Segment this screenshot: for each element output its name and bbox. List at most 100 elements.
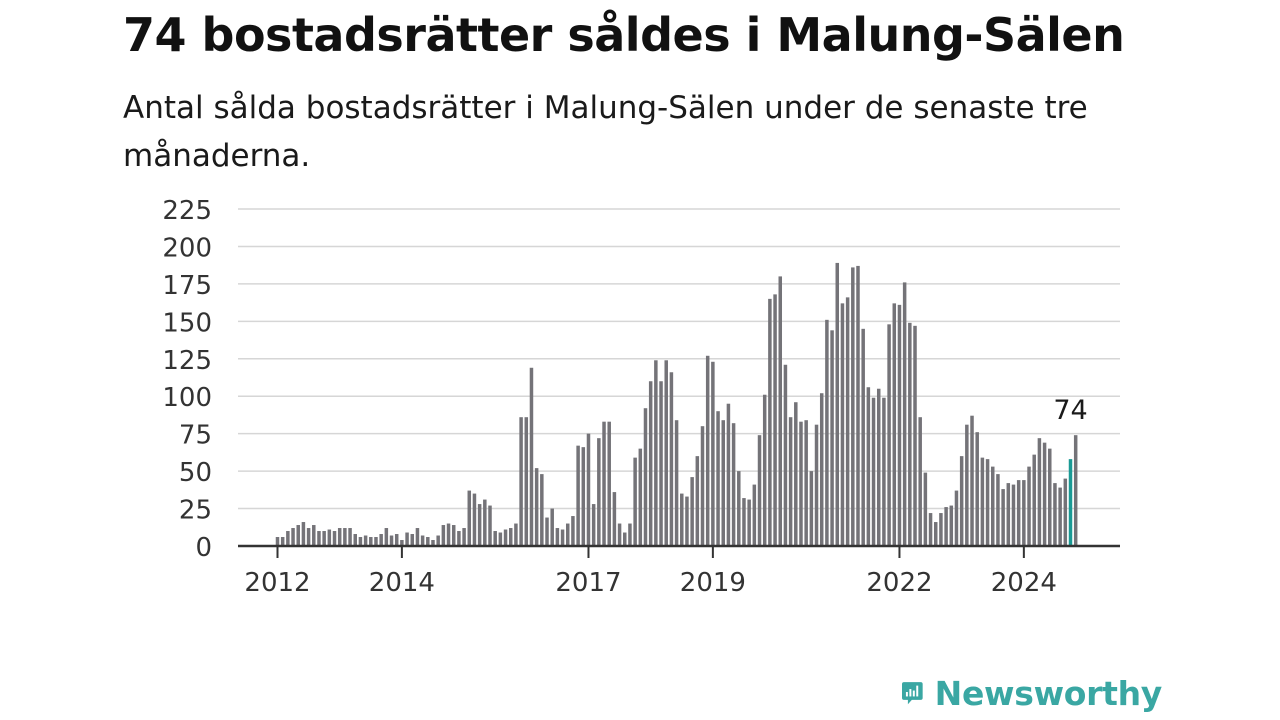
bar [633,457,637,546]
bar [612,492,617,546]
y-tick-label: 0 [195,533,212,563]
bar [788,417,793,546]
bar [628,523,632,546]
y-tick-label: 100 [162,383,212,413]
bar [607,421,611,546]
bar [721,420,725,546]
bar [949,505,954,546]
bar [851,267,855,546]
bar [576,445,580,546]
bar [472,493,477,546]
bar [638,448,643,546]
bar [426,537,430,546]
bar [866,387,871,546]
grid-lines: 0 25 50 75 100 125 150 175 200 225 [162,196,1120,563]
bar [384,528,389,546]
bar [467,490,472,546]
bar [659,381,663,546]
bar [985,459,990,546]
bar [783,364,788,546]
bar [379,534,383,546]
bar [991,466,995,546]
bar [809,471,814,546]
bar [928,513,933,546]
bar [602,421,606,546]
bar [876,388,881,546]
bar [954,490,959,546]
bar [959,456,964,546]
bar [571,516,575,546]
highlight-bar [1068,459,1073,546]
bar [902,282,907,546]
bar [451,525,456,546]
bar [436,535,440,546]
bar [306,528,311,546]
bar [369,537,373,546]
bar [726,403,731,546]
y-tick-label: 50 [179,458,212,488]
bar [483,499,487,546]
bar [291,528,295,546]
bar [623,532,627,546]
bar [296,525,300,546]
bar [892,303,897,546]
bar [498,532,503,546]
bar [348,528,352,546]
bar [394,534,399,546]
x-tick-label: 2017 [555,568,621,598]
bar [519,417,523,546]
bar [918,417,922,546]
bar [965,424,969,546]
x-tick-label: 2014 [369,568,435,598]
bar [1048,448,1052,546]
bar [529,367,534,546]
bar [705,355,710,546]
bar [462,528,466,546]
bar [799,421,803,546]
bar [768,298,772,546]
bar [550,508,554,546]
bar [737,471,741,546]
bar [1053,483,1057,546]
bar [669,372,674,546]
newsworthy-chart-icon [902,682,923,705]
bar [1006,483,1011,546]
bar [540,474,544,546]
x-tick-label: 2019 [680,568,746,598]
bar [1063,478,1068,546]
y-tick-label: 125 [162,346,212,376]
bar [1032,454,1036,546]
chart-subtitle: Antal sålda bostadsrätter i Malung-Sälen… [123,90,1088,174]
bar [1022,480,1026,546]
bar [933,522,938,546]
y-tick-label: 25 [179,496,212,526]
bar [835,262,840,546]
bar [353,534,357,546]
bar [343,528,347,546]
bar [400,540,404,546]
bar [762,394,767,546]
bar [405,532,409,546]
bar [1016,480,1021,546]
bar [280,537,285,546]
bar [794,402,798,546]
bar [845,297,850,546]
bar [312,525,316,546]
bar [752,484,757,546]
bar [446,523,451,546]
bar [970,415,974,546]
bar [617,523,622,546]
bar [389,535,394,546]
x-tick-label: 2012 [244,568,310,598]
bar [939,513,943,546]
bar [586,433,591,546]
bar [503,529,508,546]
bar [814,424,819,546]
bar [711,361,715,546]
bar [275,537,280,546]
x-tick-label: 2022 [866,568,932,598]
bar [493,531,497,546]
bar [420,535,425,546]
bar [322,531,326,546]
bar [1073,435,1078,546]
